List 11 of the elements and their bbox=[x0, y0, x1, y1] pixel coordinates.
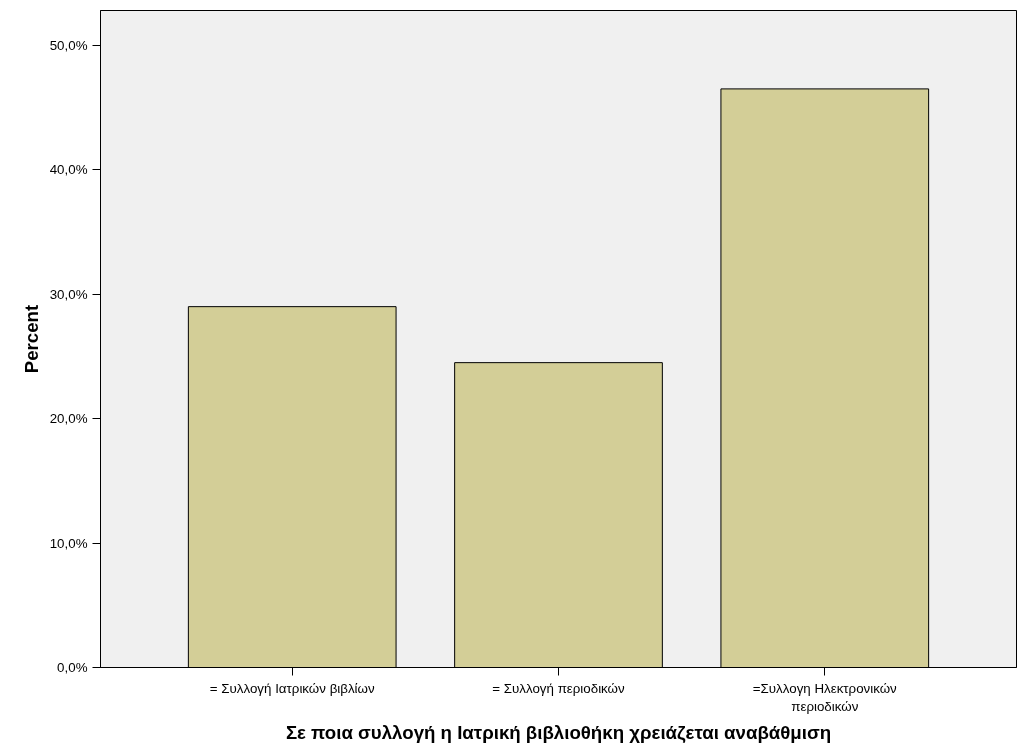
y-tick-label: 30,0% bbox=[49, 286, 88, 302]
y-tick-label: 50,0% bbox=[49, 37, 88, 53]
x-tick-label: = Συλλογή περιοδικών bbox=[492, 680, 626, 696]
y-axis-title: Percent bbox=[20, 304, 42, 374]
y-tick-label: 10,0% bbox=[49, 535, 88, 551]
x-tick-label: = Συλλογή Ιατρικών βιβλίων bbox=[209, 680, 375, 696]
y-tick-label: 20,0% bbox=[49, 411, 88, 427]
y-tick-label: 0,0% bbox=[57, 660, 88, 675]
y-tick-label: 40,0% bbox=[49, 162, 88, 178]
x-axis-title: Σε ποια συλλογή η Ιατρική βιβλιοθήκη χρειάζεται αναβάθμιση bbox=[285, 721, 832, 744]
x-tick-label: =Συλλογη Ηλεκτρονικών περιοδικών bbox=[752, 680, 898, 714]
